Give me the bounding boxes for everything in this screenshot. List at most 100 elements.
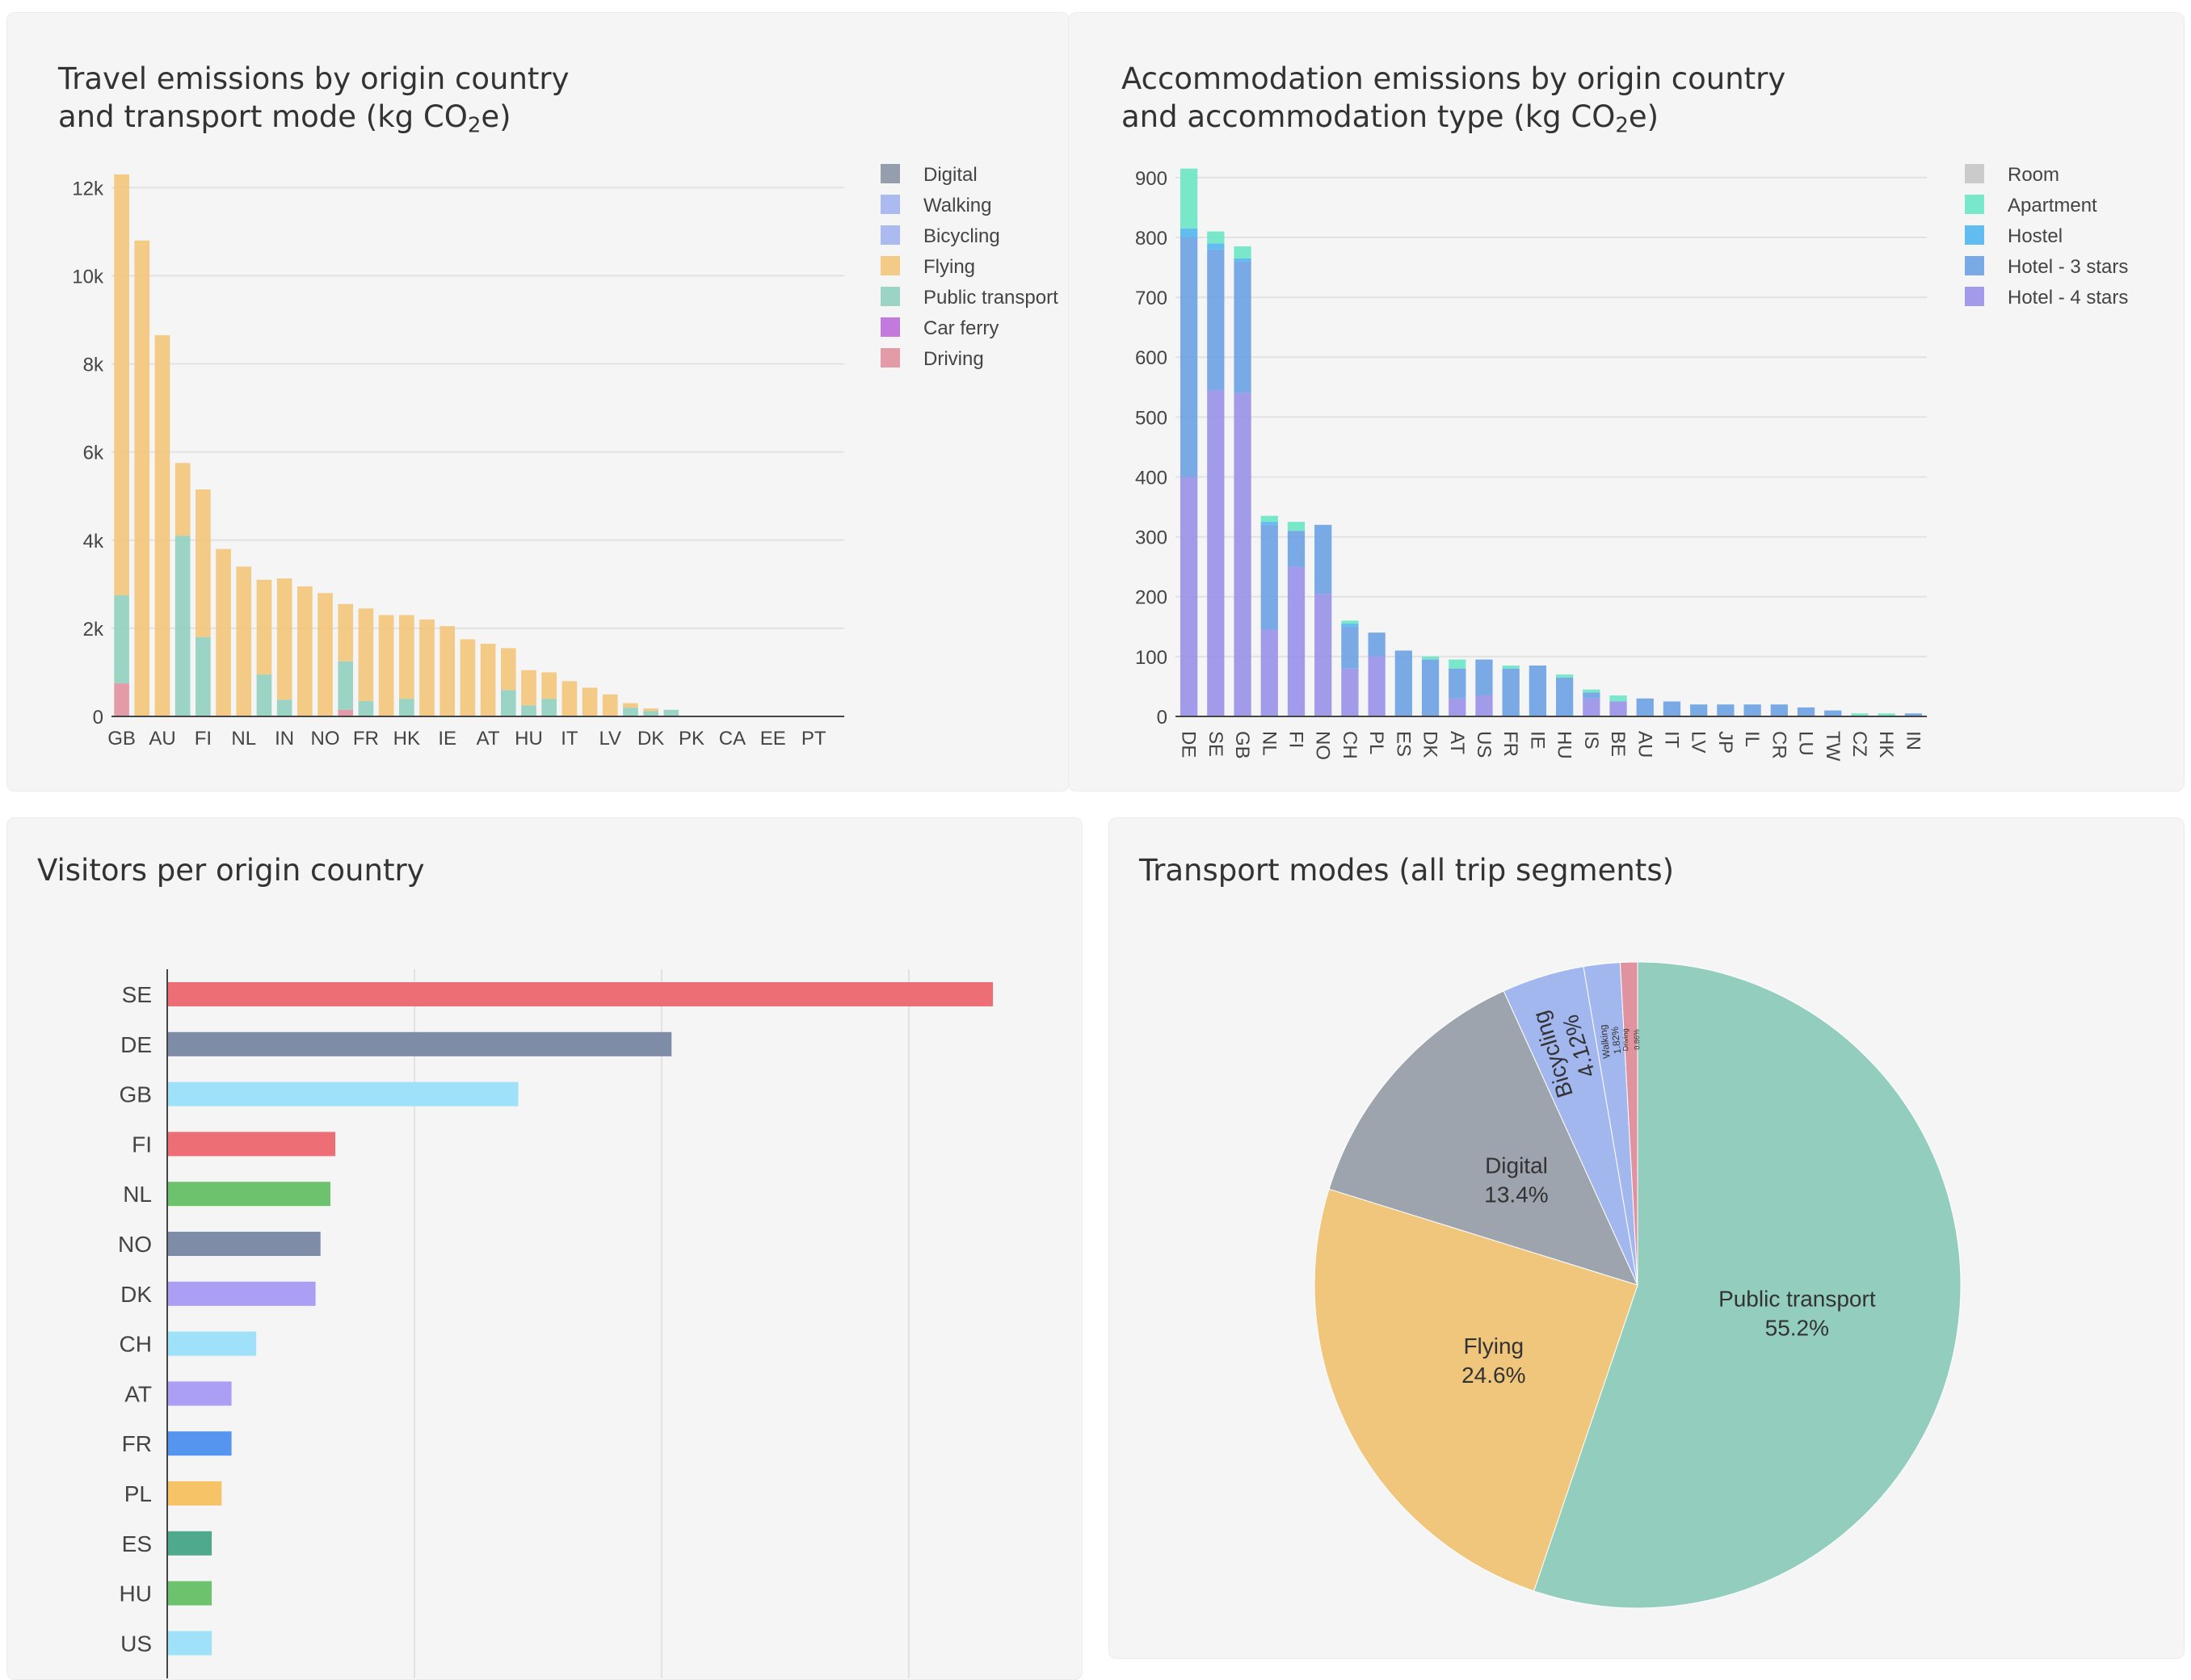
accommodation-bar-hotel-4-stars	[1287, 566, 1306, 716]
travel-x-tick-label: PT	[801, 728, 826, 750]
accommodation-bar-hotel-4-stars	[1475, 695, 1493, 716]
travel-legend-swatch	[881, 256, 900, 275]
accommodation-bar-hotel-3-stars	[1502, 668, 1520, 716]
visitors-chart-title: Visitors per origin country	[37, 851, 425, 889]
accommodation-bar-apartment	[1260, 515, 1278, 523]
travel-bar-public-transport	[175, 536, 191, 716]
travel-legend-label: Walking	[923, 195, 991, 216]
visitors-bar	[167, 1132, 336, 1157]
accommodation-bar-hotel-3-stars	[1394, 650, 1412, 716]
pie-slice-driving	[1619, 961, 1638, 1286]
travel-x-tick-label: AU	[149, 728, 175, 750]
accommodation-y-tick-label: 400	[1135, 467, 1167, 489]
travel-bar-flying	[500, 648, 516, 691]
travel-bar-flying	[561, 681, 578, 716]
accommodation-bar-hotel-3-stars	[1583, 692, 1600, 699]
accommodation-x-tick-label: HK	[1875, 731, 1897, 758]
travel-legend-swatch	[881, 348, 900, 368]
travel-bar-flying	[175, 463, 191, 536]
travel-legend-label: Public transport	[923, 287, 1058, 309]
accommodation-bar-hotel-3-stars	[1690, 704, 1708, 716]
accommodation-bar-hotel-3-stars	[1529, 665, 1547, 716]
accommodation-x-tick-label: SE	[1205, 731, 1226, 757]
travel-legend-label: Bicycling	[923, 225, 1000, 247]
accommodation-bar-hostel	[1260, 522, 1278, 525]
accommodation-bar-hotel-4-stars	[1234, 393, 1251, 716]
accommodation-x-tick-label: AU	[1634, 731, 1655, 758]
travel-bar-flying	[236, 566, 252, 716]
accommodation-y-tick-label: 500	[1135, 407, 1167, 429]
accommodation-y-tick-label: 0	[1157, 707, 1167, 729]
travel-title-subscript: 2	[467, 113, 482, 138]
accommodation-legend-label: Hotel - 3 stars	[2008, 256, 2128, 278]
accommodation-bar-apartment	[1421, 656, 1440, 660]
accommodation-legend-label: Hotel - 4 stars	[2008, 287, 2128, 309]
travel-y-tick-label: 2k	[83, 619, 104, 640]
accommodation-x-tick-label: CH	[1339, 731, 1360, 759]
pie-label-public-transport: Public transport	[1718, 1287, 1876, 1312]
accommodation-bar-apartment	[1180, 168, 1198, 229]
accommodation-bar-apartment	[1555, 674, 1574, 678]
travel-x-tick-label: NL	[231, 728, 256, 750]
travel-bar-public-transport	[643, 711, 658, 716]
accommodation-legend-label: Hostel	[2008, 225, 2063, 247]
travel-bar-flying	[623, 703, 638, 708]
visitors-bar	[167, 1431, 232, 1456]
accommodation-bar-apartment	[1609, 695, 1627, 702]
travel-legend-label: Digital	[923, 164, 978, 186]
accommodation-bar-hotel-3-stars	[1207, 249, 1225, 390]
travel-x-tick-label: FR	[353, 728, 379, 750]
travel-bar-flying	[154, 335, 170, 716]
accommodation-bar-apartment	[1449, 659, 1466, 669]
accommodation-bar-hotel-3-stars	[1449, 668, 1466, 699]
travel-legend-swatch	[881, 225, 900, 245]
accommodation-bar-hotel-4-stars	[1368, 656, 1386, 716]
visitors-bar	[167, 1531, 212, 1556]
pie-label-digital-value: 13.4%	[1484, 1182, 1548, 1208]
accommodation-bar-hotel-3-stars	[1797, 707, 1815, 716]
accommodation-y-tick-label: 200	[1135, 587, 1167, 609]
accommodation-legend-label: Room	[2008, 164, 2059, 186]
accommodation-y-tick-label: 800	[1135, 228, 1167, 250]
travel-x-tick-label: DK	[637, 728, 664, 750]
accommodation-bar-hotel-3-stars	[1475, 659, 1493, 696]
visitors-country-label: ES	[122, 1531, 152, 1556]
pie-label-driving: Driving	[1621, 1028, 1630, 1051]
accommodation-x-tick-label: FI	[1285, 731, 1306, 748]
accommodation-bar-hotel-3-stars	[1260, 524, 1278, 630]
accommodation-bar-hotel-3-stars	[1904, 713, 1923, 716]
travel-bar-flying	[318, 593, 333, 716]
travel-bar-flying	[480, 643, 496, 716]
visitors-country-label: NL	[123, 1182, 152, 1207]
travel-x-tick-label: LV	[599, 728, 621, 750]
travel-bar-public-transport	[500, 690, 516, 716]
accommodation-x-tick-label: PL	[1365, 731, 1387, 754]
travel-y-tick-label: 0	[93, 707, 103, 729]
pie-slice-flying	[1314, 1188, 1638, 1592]
accommodation-bar-hotel-3-stars	[1824, 710, 1842, 716]
travel-x-tick-label: PK	[679, 728, 704, 750]
accommodation-x-tick-label: TW	[1822, 731, 1844, 762]
accommodation-bar-hotel-4-stars	[1180, 477, 1198, 716]
visitors-country-label: FI	[132, 1132, 152, 1157]
accommodation-bar-hotel-4-stars	[1449, 698, 1466, 716]
visitors-country-label: AT	[124, 1381, 152, 1406]
accommodation-x-tick-label: NO	[1312, 731, 1334, 760]
pie-slice-public-transport	[1533, 961, 1962, 1609]
travel-bar-flying	[460, 639, 476, 716]
accommodation-title-suffix: e)	[1628, 99, 1659, 134]
travel-x-tick-label: EE	[760, 728, 786, 750]
travel-legend-swatch	[881, 287, 900, 306]
accommodation-x-tick-label: IT	[1660, 731, 1682, 749]
accommodation-x-tick-label: JP	[1714, 731, 1736, 754]
accommodation-x-tick-label: LV	[1688, 731, 1709, 754]
travel-bar-flying	[582, 687, 598, 716]
travel-bar-public-transport	[338, 661, 354, 710]
travel-bar-public-transport	[623, 708, 638, 716]
accommodation-bar-hotel-3-stars	[1234, 261, 1251, 393]
travel-bar-public-transport	[114, 594, 129, 684]
travel-bar-flying	[276, 578, 292, 700]
travel-bar-flying	[134, 240, 150, 716]
travel-bar-flying	[216, 548, 231, 716]
